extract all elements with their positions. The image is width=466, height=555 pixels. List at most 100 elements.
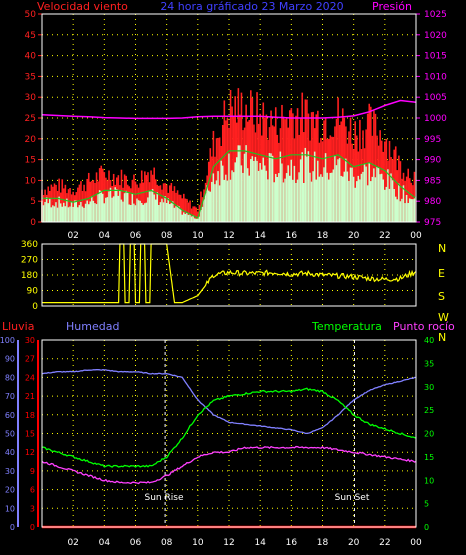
wind-tick-label: 45 (25, 31, 36, 41)
wind-tick-label: 25 (25, 114, 36, 124)
humidity-tick-label: 50 (5, 430, 15, 439)
hour-label: 12 (223, 231, 234, 241)
hour-label: 16 (286, 538, 298, 548)
hour-label: 02 (67, 538, 78, 548)
sunset-label: Sun Set (335, 493, 370, 503)
humidity-tick-label: 90 (5, 355, 15, 364)
hour-label: 00 (410, 538, 422, 548)
hour-label: 14 (254, 538, 266, 548)
pressure-tick-label: 1000 (424, 114, 447, 124)
rain-tick-label: 15 (25, 430, 35, 439)
hour-label: 04 (99, 538, 111, 548)
hour-label: 18 (317, 538, 329, 548)
hour-label: 06 (130, 538, 142, 548)
hour-label: 14 (254, 231, 266, 241)
humidity-tick-label: 60 (5, 411, 15, 420)
hour-label: 20 (348, 538, 360, 548)
humidity-label: Humedad (66, 320, 119, 333)
pressure-title: Presión (372, 0, 412, 13)
dewpoint-label: Punto rocío (393, 320, 455, 333)
temperature-tick-label: 25 (424, 406, 434, 415)
wind-tick-label: 40 (25, 52, 37, 62)
temperature-tick-label: 40 (424, 336, 434, 345)
wind-tick-label: 20 (25, 135, 37, 145)
compass-label: W (438, 311, 449, 324)
humidity-tick-label: 20 (5, 486, 15, 495)
rain-tick-label: 6 (30, 486, 35, 495)
pressure-tick-label: 995 (424, 135, 441, 145)
humidity-panel-frame (41, 339, 417, 528)
temperature-tick-label: 0 (424, 523, 429, 532)
temperature-tick-label: 10 (424, 476, 434, 485)
humidity-tick-label: 80 (5, 373, 15, 382)
direction-tick-label: 0 (32, 302, 38, 312)
pressure-tick-label: 980 (424, 197, 441, 207)
pressure-tick-label: 990 (424, 156, 441, 166)
humidity-tick-label: 0 (10, 523, 15, 532)
humidity-tick-label: 100 (0, 336, 15, 345)
wind-panel-frame (41, 13, 417, 223)
hour-label: 08 (161, 231, 173, 241)
hour-label: 04 (99, 231, 111, 241)
direction-tick-label: 360 (21, 240, 38, 250)
pressure-tick-label: 985 (424, 176, 441, 186)
hour-label: 08 (161, 538, 173, 548)
rain-label: Lluvia (2, 320, 34, 333)
pressure-line (41, 99, 417, 120)
dewpoint-line (41, 445, 417, 485)
compass-label: E (438, 267, 445, 280)
compass-label: N (438, 242, 446, 255)
wind-tick-label: 0 (30, 218, 36, 228)
wind-speed-title: Velocidad viento (37, 0, 128, 13)
pressure-tick-label: 1020 (424, 31, 447, 41)
hour-label: 12 (223, 538, 234, 548)
humidity-tick-label: 30 (5, 467, 15, 476)
direction-tick-label: 90 (27, 287, 39, 297)
hour-label: 02 (67, 231, 78, 241)
pressure-tick-label: 975 (424, 218, 441, 228)
compass-label: N (438, 331, 446, 344)
direction-tick-label: 180 (21, 271, 38, 281)
temperature-tick-label: 30 (424, 383, 434, 392)
wind-tick-label: 5 (30, 197, 36, 207)
rain-tick-label: 27 (25, 355, 35, 364)
wind-tick-label: 35 (25, 72, 36, 82)
direction-panel-frame (41, 243, 417, 307)
rain-tick-label: 9 (30, 467, 35, 476)
rain-tick-label: 24 (25, 373, 35, 382)
temperature-tick-label: 35 (424, 359, 434, 368)
pressure-tick-label: 1010 (424, 72, 447, 82)
hour-label: 00 (410, 231, 422, 241)
hour-label: 22 (379, 538, 390, 548)
rain-tick-label: 12 (25, 448, 35, 457)
rain-tick-label: 30 (25, 336, 35, 345)
wind-tick-label: 15 (25, 156, 36, 166)
direction-tick-label: 270 (21, 256, 38, 266)
humidity-tick-label: 10 (5, 504, 15, 513)
wind-tick-label: 30 (25, 93, 37, 103)
hour-label: 16 (286, 231, 298, 241)
wind-average-line (42, 150, 417, 219)
temperature-tick-label: 5 (424, 500, 429, 509)
temperature-tick-label: 20 (424, 430, 434, 439)
rain-tick-label: 21 (25, 392, 35, 401)
sunrise-label: Sun Rise (145, 493, 184, 503)
chart-date-title: 24 hora gráficado 23 Marzo 2020 (160, 0, 343, 13)
hour-label: 18 (317, 231, 329, 241)
rain-tick-label: 0 (30, 523, 35, 532)
rain-tick-label: 3 (30, 504, 35, 513)
temperature-label: Temperatura (311, 320, 382, 333)
wind-tick-label: 10 (25, 176, 37, 186)
hour-label: 06 (130, 231, 142, 241)
hour-label: 22 (379, 231, 390, 241)
hour-label: 20 (348, 231, 360, 241)
humidity-tick-label: 70 (5, 392, 15, 401)
direction-line (42, 243, 417, 304)
temperature-tick-label: 15 (424, 453, 434, 462)
humidity-tick-label: 40 (5, 448, 15, 457)
temperature-line (41, 387, 417, 468)
humidity-line (41, 369, 417, 435)
wind-tick-label: 50 (25, 10, 37, 20)
pressure-tick-label: 1005 (424, 93, 447, 103)
